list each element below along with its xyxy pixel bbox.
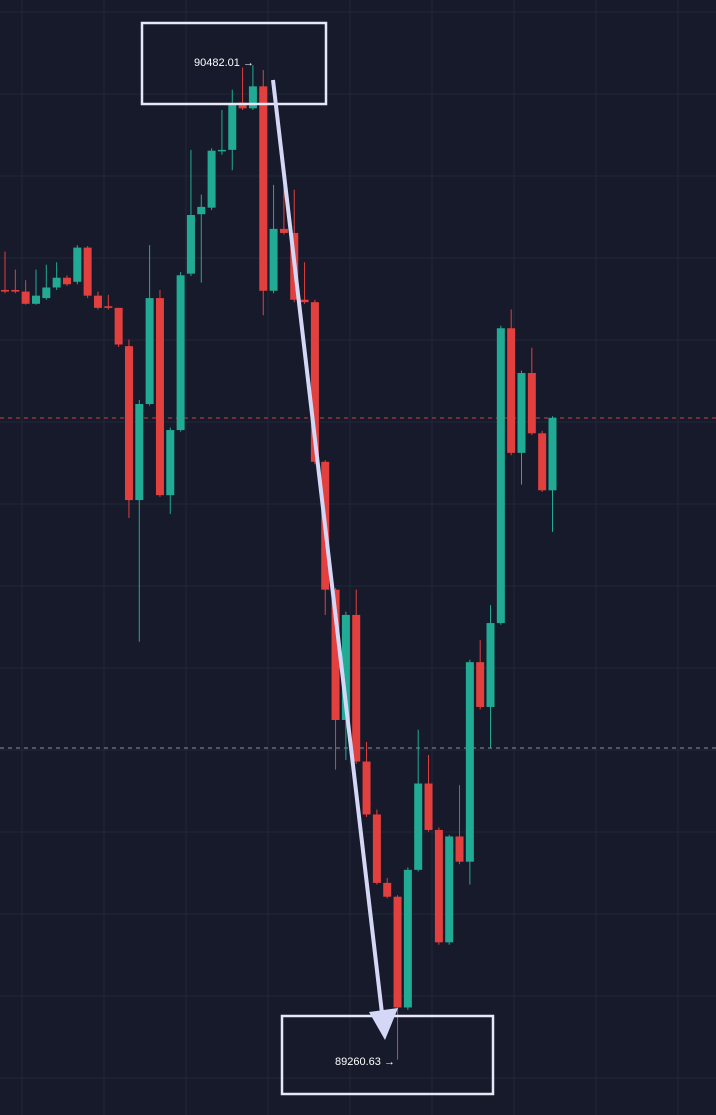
candle-body <box>73 247 82 282</box>
candle-body <box>300 299 309 303</box>
candle-body <box>248 86 257 109</box>
candle-body <box>538 433 547 491</box>
candle-body <box>331 589 340 720</box>
candle-body <box>31 295 40 304</box>
candle-body <box>217 149 226 152</box>
candle-body <box>104 306 113 308</box>
candle-body <box>93 295 102 308</box>
candle-body <box>21 291 30 304</box>
candle-body <box>124 346 133 501</box>
candle-body <box>11 289 20 292</box>
candle-body <box>145 298 154 404</box>
candle-body <box>135 403 144 501</box>
candle-body <box>383 882 392 897</box>
candle-body <box>238 102 247 109</box>
candle-body <box>62 277 71 285</box>
candle-body <box>228 105 237 150</box>
candle-body <box>207 150 216 208</box>
candle-body <box>352 614 361 762</box>
candle-body <box>445 836 454 943</box>
candle-body <box>403 869 412 1008</box>
candle-body <box>517 373 526 453</box>
candle-body <box>279 228 288 233</box>
candle-body <box>414 783 423 870</box>
candle-body <box>197 206 206 215</box>
candle-body <box>372 814 381 883</box>
candle-body <box>1 289 9 292</box>
candle-body <box>548 417 557 491</box>
candle-body <box>259 86 268 291</box>
candle-body <box>83 247 92 296</box>
candle-body <box>496 328 505 624</box>
candle-body <box>176 275 185 431</box>
candle-body <box>424 783 433 830</box>
candle-body <box>155 298 164 496</box>
candle-body <box>486 623 495 707</box>
candle-body <box>465 662 474 862</box>
candle-body <box>507 328 516 453</box>
candle-body <box>455 836 464 862</box>
candle-body <box>527 373 536 434</box>
candle-body <box>476 662 485 707</box>
annotation-label: 89260.63 → <box>335 1056 395 1068</box>
annotation-label: 90482.01 → <box>194 57 254 69</box>
candle-body <box>434 829 443 943</box>
candle-body <box>166 430 175 496</box>
candle-body <box>341 614 350 720</box>
candle-body <box>186 215 195 274</box>
arrow <box>271 79 385 1023</box>
candle-body <box>362 761 371 815</box>
candle-body <box>42 287 51 299</box>
annotation-box <box>140 21 328 106</box>
arrow-head <box>369 1008 398 1040</box>
candle-body <box>114 307 123 345</box>
candle-body <box>310 302 319 462</box>
candles <box>1 65 557 1060</box>
candle-body <box>393 896 402 1008</box>
candle-body <box>52 277 61 288</box>
candle-body <box>269 228 278 291</box>
